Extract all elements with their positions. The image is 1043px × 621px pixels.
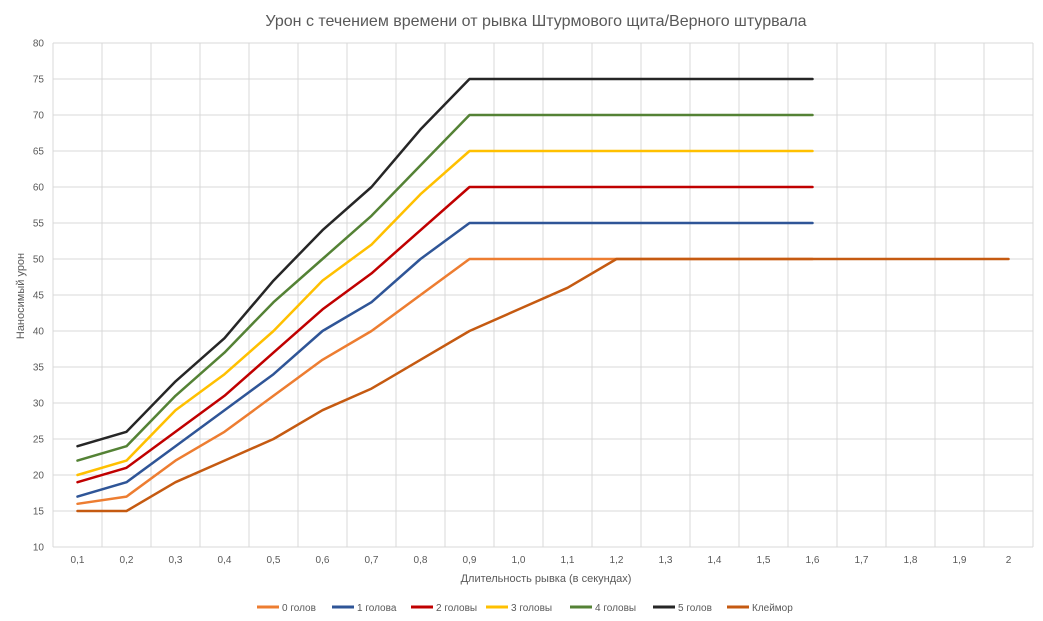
x-tick-label: 0,2: [120, 555, 134, 566]
y-tick-label: 25: [33, 435, 45, 446]
chart-title: Урон с течением времени от рывка Штурмов…: [265, 13, 806, 30]
legend-entry: Клеймор: [752, 603, 793, 614]
legend-entry: 1 голова: [357, 603, 397, 614]
y-tick-label: 60: [33, 183, 45, 194]
x-tick-label: 0,3: [169, 555, 183, 566]
y-tick-label: 30: [33, 399, 45, 410]
x-tick-label: 0,6: [316, 555, 330, 566]
series-lines: [76, 77, 1010, 513]
legend-entry: 2 головы: [436, 603, 477, 614]
y-tick-label: 10: [33, 543, 45, 554]
x-tick-label: 0,4: [218, 555, 232, 566]
series-line: [76, 257, 1010, 513]
x-tick-label: 2: [1006, 555, 1012, 566]
x-tick-label: 1,2: [610, 555, 624, 566]
x-axis-label: Длительность рывка (в секундах): [461, 573, 632, 585]
y-tick-label: 70: [33, 111, 45, 122]
x-tick-label: 0,7: [365, 555, 379, 566]
x-tick-label: 1,3: [659, 555, 673, 566]
x-tick-label: 1,6: [806, 555, 820, 566]
y-tick-label: 20: [33, 471, 45, 482]
y-tick-label: 45: [33, 291, 45, 302]
series-line: [76, 221, 814, 498]
x-tick-label: 0,5: [267, 555, 281, 566]
y-axis-label: Наносимый урон: [15, 253, 27, 339]
series-line: [76, 149, 814, 477]
y-tick-label: 40: [33, 327, 45, 338]
x-tick-label: 1,7: [855, 555, 869, 566]
legend: 0 голов 1 голова 2 головы 3 головы 4 головы 5…: [257, 603, 793, 614]
legend-entry: 0 голов: [282, 603, 316, 614]
x-tick-label: 0,8: [414, 555, 428, 566]
x-tick-label: 1,8: [904, 555, 918, 566]
y-tick-label: 15: [33, 507, 45, 518]
x-tick-label: 1,5: [757, 555, 771, 566]
legend-entry: 5 голов: [678, 603, 712, 614]
legend-entry: 3 головы: [511, 603, 552, 614]
series-line: [76, 77, 814, 448]
y-tick-label: 80: [33, 39, 45, 50]
series-line: [76, 113, 814, 462]
x-tick-label: 1,1: [561, 555, 575, 566]
legend-entry: 4 головы: [595, 603, 636, 614]
y-tick-label: 35: [33, 363, 45, 374]
x-tick-label: 0,9: [463, 555, 477, 566]
x-tick-label: 1,9: [953, 555, 967, 566]
y-tick-label: 55: [33, 219, 45, 230]
y-axis-ticks: 10 15 20 25 30 35 40 45 50 55 60 65 70 75 80: [33, 39, 45, 554]
x-tick-label: 1,4: [708, 555, 722, 566]
x-axis-ticks: 0,1 0,2 0,3 0,4 0,5 0,6 0,7 0,8 0,9 1,0 1,1 1,2 1,3 1…: [71, 555, 1012, 566]
y-tick-label: 75: [33, 75, 45, 86]
series-line: [76, 185, 814, 484]
y-tick-label: 65: [33, 147, 45, 158]
x-tick-label: 0,1: [71, 555, 85, 566]
x-tick-label: 1,0: [512, 555, 526, 566]
y-tick-label: 50: [33, 255, 45, 266]
